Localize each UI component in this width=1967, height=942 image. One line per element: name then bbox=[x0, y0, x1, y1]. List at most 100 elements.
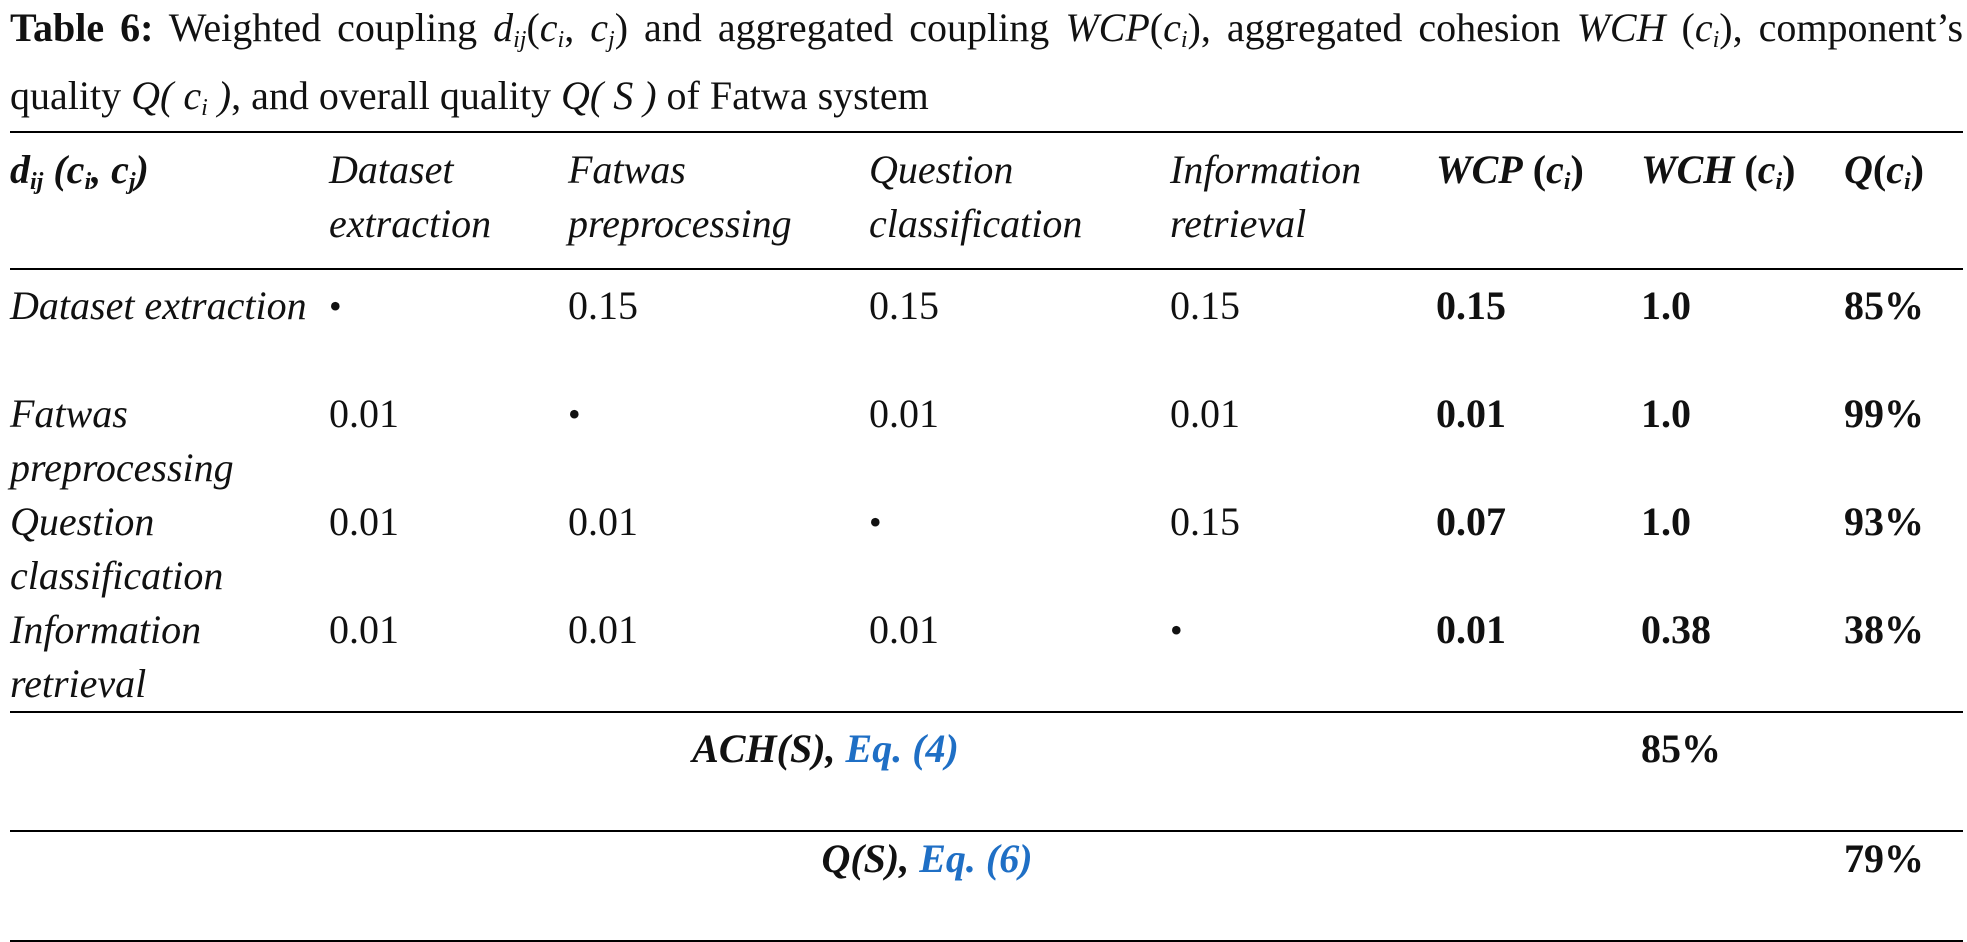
qs-row: Q(S), Eq. (6) 79% bbox=[10, 831, 1963, 941]
header-math: ( bbox=[1872, 147, 1887, 192]
caption-math: c bbox=[590, 5, 609, 50]
caption-math: Q( bbox=[131, 73, 184, 118]
coupling-cell: 0.01 bbox=[1170, 391, 1240, 436]
header-math: Q bbox=[1844, 147, 1873, 192]
caption-math: c bbox=[1694, 5, 1713, 50]
header-math: c bbox=[66, 147, 85, 192]
caption-text: Weighted coupling bbox=[168, 5, 494, 50]
caption-math: ) bbox=[1719, 5, 1733, 50]
coupling-cell: 0.01 bbox=[568, 499, 638, 544]
caption-math: ( bbox=[526, 5, 540, 50]
caption-math: i bbox=[201, 95, 208, 121]
qs-label: Q(S), bbox=[821, 836, 920, 881]
coupling-cell: 0.15 bbox=[869, 283, 939, 328]
header-math: c bbox=[111, 147, 129, 192]
header-cell: Information retrieval bbox=[1170, 147, 1362, 246]
header-cell: Q(ci) bbox=[1844, 132, 1963, 269]
caption-label: Table 6: bbox=[10, 5, 154, 50]
header-math: i bbox=[1775, 169, 1783, 195]
wch-cell: 1.0 bbox=[1641, 391, 1691, 436]
row-label: Fatwas preprocessing bbox=[10, 391, 234, 490]
header-cell: Question classification bbox=[869, 147, 1083, 246]
ach-label: ACH(S), bbox=[692, 726, 846, 771]
header-math: WCP bbox=[1436, 147, 1523, 192]
caption-text: of Fatwa system bbox=[656, 73, 929, 118]
header-cell: WCH (ci) bbox=[1641, 132, 1844, 269]
caption-math: , bbox=[564, 5, 591, 50]
ach-value: 85% bbox=[1641, 726, 1721, 771]
table-footer: ACH(S), Eq. (4) 85% Q(S), Eq. (6) 79% bbox=[10, 712, 1963, 941]
wcp-cell: 0.15 bbox=[1436, 283, 1506, 328]
header-cell: WCP (ci) bbox=[1436, 132, 1641, 269]
header-math: ( bbox=[43, 147, 67, 192]
caption-math: ij bbox=[513, 27, 527, 53]
header-math: c bbox=[1546, 147, 1564, 192]
caption-math: c bbox=[539, 5, 558, 50]
coupling-cell: 0.15 bbox=[1170, 283, 1240, 328]
caption-math: ) bbox=[207, 73, 232, 118]
data-row: Question classification 0.01 0.01 • 0.15 0.07… bbox=[10, 495, 1963, 603]
equation-link[interactable]: Eq. (4) bbox=[845, 726, 959, 771]
data-row: Dataset extraction • 0.15 0.15 0.15 0.15 1.0 85… bbox=[10, 269, 1963, 387]
coupling-cell: • bbox=[869, 502, 882, 542]
ach-label-cell: ACH(S), Eq. (4) bbox=[10, 712, 1641, 831]
caption-math: i bbox=[557, 27, 565, 53]
coupling-cell: • bbox=[568, 394, 581, 434]
caption-math: j bbox=[608, 27, 615, 53]
header-math: i bbox=[1903, 169, 1911, 195]
header-math: WCH bbox=[1641, 147, 1735, 192]
page: Table 6: Weighted coupling dij(ci, cj) a… bbox=[10, 5, 1964, 941]
header-math: c bbox=[1886, 147, 1904, 192]
coupling-cell: 0.01 bbox=[329, 391, 399, 436]
equation-link[interactable]: Eq. (6) bbox=[919, 836, 1033, 881]
header-math: ( bbox=[1522, 147, 1547, 192]
data-row: Fatwas preprocessing 0.01 • 0.01 0.01 0.01 1.0… bbox=[10, 387, 1963, 495]
header-math: ij bbox=[30, 169, 44, 195]
header-math: j bbox=[128, 169, 136, 195]
wch-cell: 1.0 bbox=[1641, 499, 1691, 544]
header-math: , bbox=[91, 147, 112, 192]
row-label: Dataset extraction bbox=[10, 283, 307, 328]
quality-cell: 93% bbox=[1844, 499, 1924, 544]
coupling-cell: • bbox=[1170, 610, 1183, 650]
caption-math: ( bbox=[1149, 5, 1164, 50]
header-math: ) bbox=[1570, 147, 1584, 192]
caption-math: c bbox=[1163, 5, 1181, 50]
qs-value: 79% bbox=[1844, 836, 1924, 881]
header-cell: Fatwas preprocessing bbox=[568, 147, 792, 246]
caption-math: ) bbox=[1187, 5, 1201, 50]
header-math: d bbox=[10, 147, 30, 192]
row-label: Information retrieval bbox=[10, 607, 202, 706]
quality-cell: 99% bbox=[1844, 391, 1924, 436]
header-math: ( bbox=[1734, 147, 1758, 192]
caption-math: ( bbox=[1665, 5, 1695, 50]
caption-math: c bbox=[183, 73, 202, 118]
header-math: ) bbox=[1910, 147, 1924, 192]
caption-math: i bbox=[1712, 27, 1720, 53]
wcp-cell: 0.01 bbox=[1436, 607, 1506, 652]
quality-cell: 85% bbox=[1844, 283, 1924, 328]
coupling-cell: 0.01 bbox=[329, 499, 399, 544]
wch-cell: 1.0 bbox=[1641, 283, 1691, 328]
wcp-cell: 0.07 bbox=[1436, 499, 1506, 544]
coupling-cell: 0.01 bbox=[568, 607, 638, 652]
coupling-cell: 0.15 bbox=[568, 283, 638, 328]
caption-text: , component’s quality bbox=[10, 5, 1964, 118]
data-row: Information retrieval 0.01 0.01 0.01 • 0.01 0.… bbox=[10, 603, 1963, 712]
header-cell: dij (ci, cj) bbox=[10, 132, 329, 269]
caption-math: WCP bbox=[1065, 5, 1150, 50]
coupling-cell: 0.01 bbox=[869, 391, 939, 436]
row-label: Question classification bbox=[10, 499, 224, 598]
empty-cell bbox=[1844, 712, 1963, 831]
header-math: ) bbox=[135, 147, 149, 192]
coupling-cell: • bbox=[329, 286, 342, 326]
table: dij (ci, cj) Dataset extraction Fatwas p… bbox=[10, 131, 1963, 942]
header-math: i bbox=[1563, 169, 1571, 195]
ach-row: ACH(S), Eq. (4) 85% bbox=[10, 712, 1963, 831]
wch-cell: 0.38 bbox=[1641, 607, 1711, 652]
coupling-cell: 0.01 bbox=[869, 607, 939, 652]
header-row: dij (ci, cj) Dataset extraction Fatwas p… bbox=[10, 132, 1963, 269]
coupling-cell: 0.15 bbox=[1170, 499, 1240, 544]
header-math: ) bbox=[1782, 147, 1796, 192]
caption-math: WCH bbox=[1576, 5, 1666, 50]
